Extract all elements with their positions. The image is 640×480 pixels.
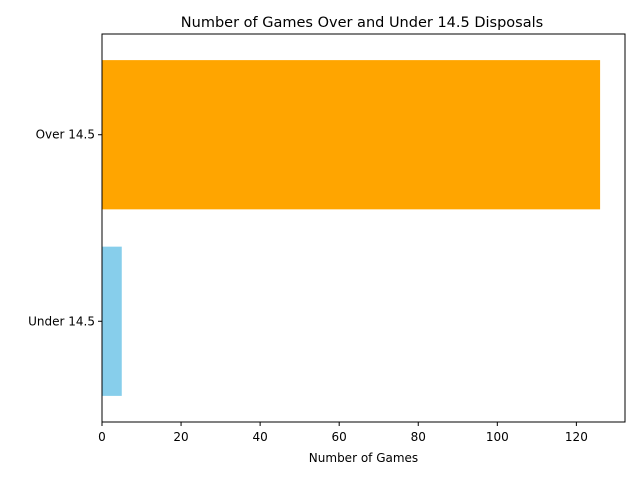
x-tick-label: 80	[411, 430, 426, 444]
x-tick-label: 60	[332, 430, 347, 444]
x-axis-ticks: 0 20 40 60 80 100 120	[98, 422, 588, 444]
x-tick-label: 20	[173, 430, 188, 444]
y-tick-label: Over 14.5	[36, 128, 95, 142]
y-tick-label: Under 14.5	[28, 314, 95, 328]
bar-under-14-5	[102, 246, 122, 396]
bar-over-14-5	[102, 60, 601, 210]
x-tick-label: 0	[98, 430, 106, 444]
x-axis-label: Number of Games	[309, 451, 418, 465]
y-axis-ticks: Under 14.5 Over 14.5	[28, 128, 102, 328]
x-tick-label: 100	[486, 430, 509, 444]
x-tick-label: 120	[565, 430, 588, 444]
chart-title: Number of Games Over and Under 14.5 Disp…	[181, 15, 543, 31]
bars-group	[102, 60, 601, 396]
x-tick-label: 40	[252, 430, 267, 444]
